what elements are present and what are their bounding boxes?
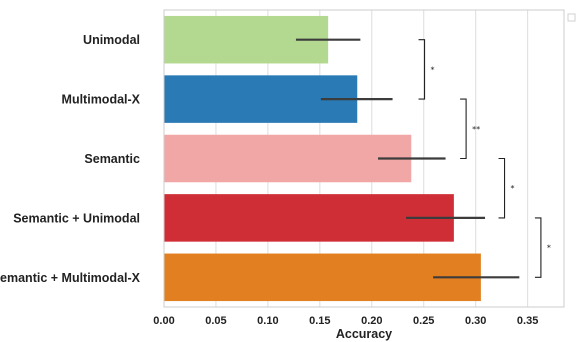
y-tick-labels: Unimodal Multimodal-X Semantic Semantic + U… <box>0 33 141 285</box>
y-tick-label: Semantic + Multimodal-X <box>0 271 141 285</box>
bar <box>164 134 412 183</box>
x-tick-label: 0.35 <box>517 315 538 327</box>
significance-bracket <box>460 98 467 160</box>
significance-bracket <box>418 39 426 100</box>
significance-bracket <box>534 217 542 278</box>
x-tick-label: 0.30 <box>465 315 486 327</box>
x-tick-label: 0.25 <box>413 315 434 327</box>
bar <box>164 194 454 242</box>
x-tick-label: 0.15 <box>309 315 330 327</box>
error-bars <box>295 38 520 279</box>
significance-label: * <box>431 65 435 74</box>
x-tick-label: 0.10 <box>257 315 278 327</box>
x-tick-labels: 0.00 0.05 0.10 0.15 0.20 0.25 0.30 0.35 <box>153 315 538 327</box>
significance-bracket <box>498 157 506 219</box>
significance-label: * <box>547 244 551 253</box>
y-tick-label: Unimodal <box>83 33 140 47</box>
significance-brackets: ***** <box>418 39 551 278</box>
significance-label: * <box>511 184 515 193</box>
legend-box <box>567 13 576 22</box>
y-tick-label: Semantic <box>84 152 140 166</box>
x-axis-label: Accuracy <box>336 327 392 341</box>
significance-label: ** <box>472 125 480 134</box>
bar <box>164 253 481 302</box>
x-tick-label: 0.00 <box>153 315 174 327</box>
x-tick-label: 0.05 <box>205 315 226 327</box>
x-tick-label: 0.20 <box>361 315 382 327</box>
y-tick-label: Semantic + Unimodal <box>13 211 140 225</box>
y-tick-label: Multimodal-X <box>62 93 141 107</box>
plot-frame <box>163 9 565 308</box>
